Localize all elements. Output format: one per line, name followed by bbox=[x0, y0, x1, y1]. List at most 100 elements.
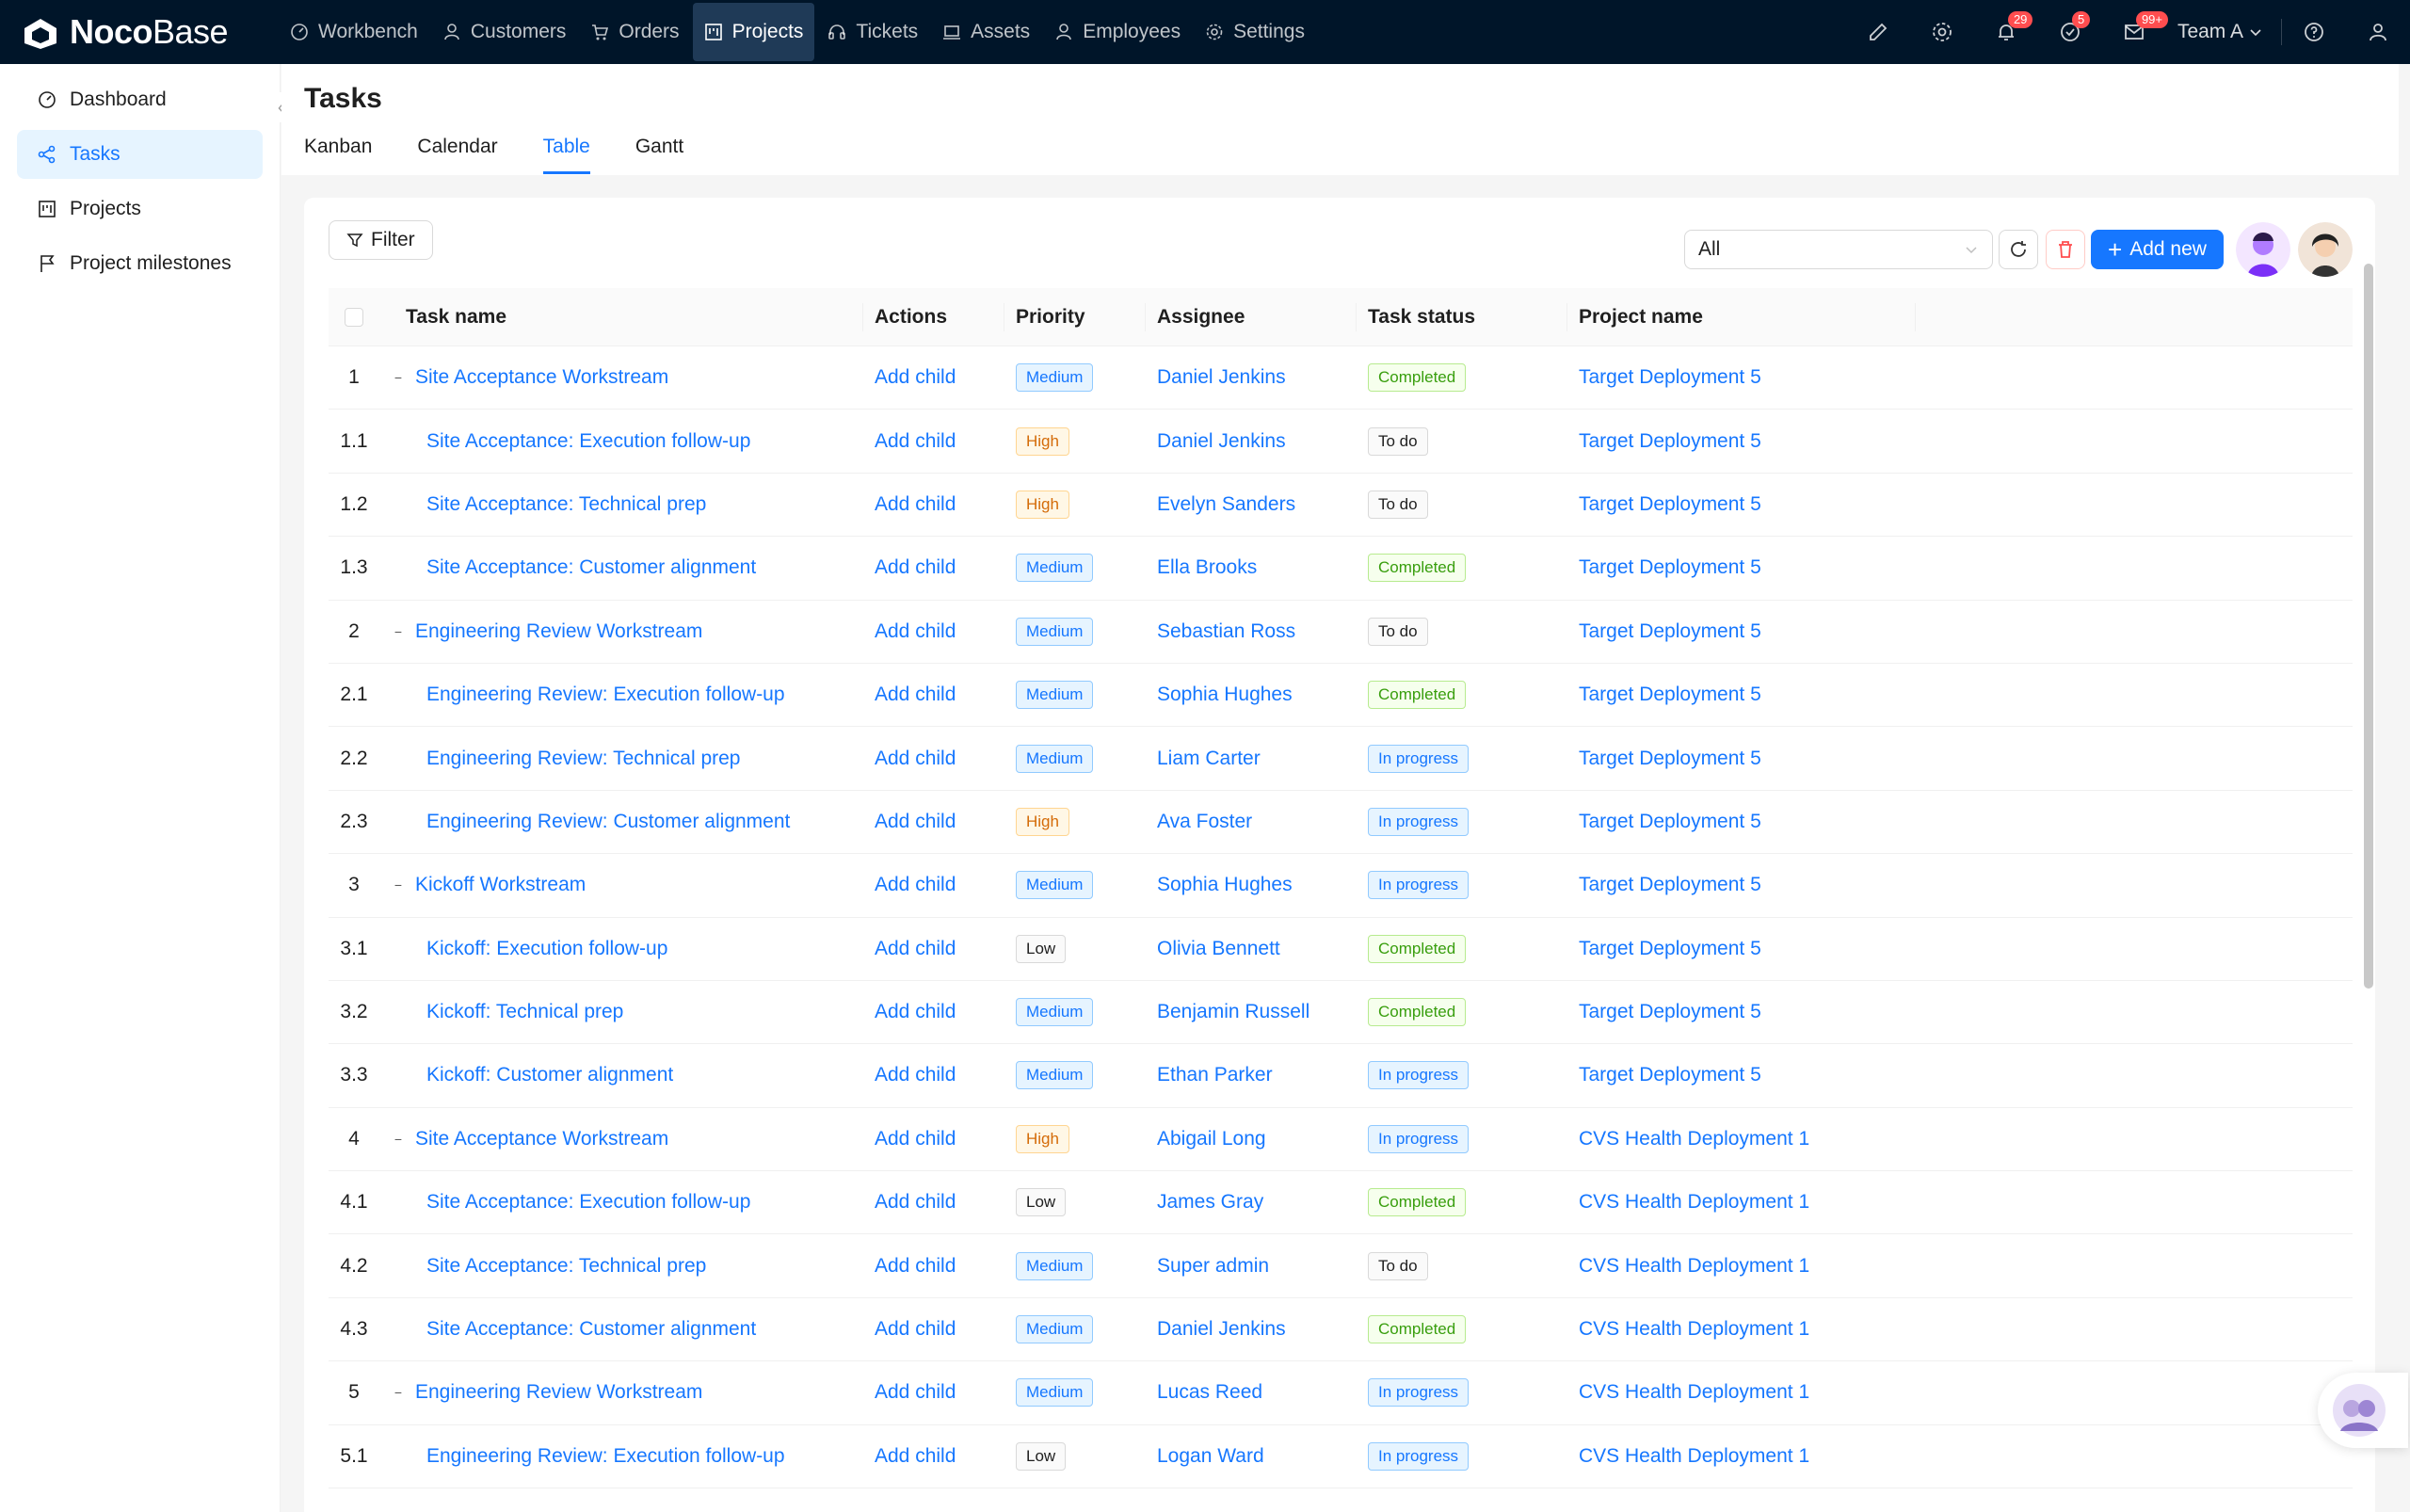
project-link[interactable]: CVS Health Deployment 1 bbox=[1579, 1254, 1810, 1277]
assignee-link[interactable]: Daniel Jenkins bbox=[1157, 366, 1286, 389]
sidebar-item-tasks[interactable]: Tasks bbox=[17, 130, 263, 179]
add-child-link[interactable]: Add child bbox=[875, 747, 956, 769]
project-link[interactable]: CVS Health Deployment 1 bbox=[1579, 1127, 1810, 1150]
task-name-link[interactable]: Kickoff Workstream bbox=[415, 874, 586, 896]
nav-assets[interactable]: Assets bbox=[931, 3, 1041, 61]
table-row[interactable]: 4 − Site Acceptance Workstream Add child Hig… bbox=[329, 1108, 2353, 1172]
delete-button[interactable] bbox=[2046, 230, 2085, 269]
task-name-link[interactable]: Site Acceptance Workstream bbox=[415, 1127, 669, 1150]
nav-orders[interactable]: Orders bbox=[579, 3, 690, 61]
scope-select[interactable]: All bbox=[1684, 230, 1993, 269]
project-link[interactable]: Target Deployment 5 bbox=[1579, 1064, 1761, 1086]
task-name-link[interactable]: Kickoff: Technical prep bbox=[426, 1001, 624, 1023]
add-child-link[interactable]: Add child bbox=[875, 619, 956, 642]
nav-employees[interactable]: Employees bbox=[1043, 3, 1192, 61]
notifications-button[interactable]: 29 bbox=[1974, 0, 2038, 64]
table-row[interactable]: 2.1 Engineering Review: Execution follow-… bbox=[329, 664, 2353, 728]
task-name-link[interactable]: Site Acceptance: Technical prep bbox=[426, 1254, 707, 1277]
project-link[interactable]: Target Deployment 5 bbox=[1579, 810, 1761, 832]
refresh-button[interactable] bbox=[1999, 230, 2038, 269]
nav-tickets[interactable]: Tickets bbox=[816, 3, 929, 61]
table-row[interactable]: 3.3 Kickoff: Customer alignment Add child M… bbox=[329, 1044, 2353, 1108]
task-name-link[interactable]: Site Acceptance: Customer alignment bbox=[426, 1318, 757, 1341]
sidebar-item-project-milestones[interactable]: Project milestones bbox=[17, 239, 263, 288]
theme-editor-button[interactable] bbox=[1846, 0, 1910, 64]
ai-assistant-button[interactable] bbox=[2318, 1373, 2408, 1448]
task-name-link[interactable]: Kickoff: Customer alignment bbox=[426, 1064, 674, 1086]
scrollbar[interactable] bbox=[2364, 264, 2373, 989]
nav-projects[interactable]: Projects bbox=[692, 3, 815, 61]
task-name-link[interactable]: Engineering Review: Execution follow-up bbox=[426, 684, 785, 706]
task-name-link[interactable]: Site Acceptance Workstream bbox=[415, 366, 669, 389]
avatar[interactable] bbox=[2236, 222, 2290, 277]
project-link[interactable]: Target Deployment 5 bbox=[1579, 874, 1761, 896]
header-project-name[interactable]: Project name bbox=[1567, 302, 1916, 331]
assignee-link[interactable]: Evelyn Sanders bbox=[1157, 492, 1296, 515]
team-selector[interactable]: Team A bbox=[2166, 21, 2281, 43]
table-row[interactable]: 3.1 Kickoff: Execution follow-up Add child… bbox=[329, 918, 2353, 981]
add-child-link[interactable]: Add child bbox=[875, 1444, 956, 1467]
assignee-link[interactable]: Sophia Hughes bbox=[1157, 874, 1293, 896]
tab-table[interactable]: Table bbox=[542, 136, 590, 174]
messages-button[interactable]: 99+ bbox=[2102, 0, 2169, 64]
table-row[interactable]: 4.2 Site Acceptance: Technical prep Add ch… bbox=[329, 1234, 2353, 1298]
task-name-link[interactable]: Engineering Review: Technical prep bbox=[426, 747, 741, 769]
task-name-link[interactable]: Engineering Review: Customer alignment bbox=[426, 810, 791, 832]
header-task-name[interactable]: Task name bbox=[379, 302, 863, 331]
collapse-icon[interactable]: − bbox=[394, 623, 403, 639]
table-row[interactable]: 4.1 Site Acceptance: Execution follow-up A… bbox=[329, 1171, 2353, 1235]
settings-button[interactable] bbox=[1910, 0, 1974, 64]
project-link[interactable]: Target Deployment 5 bbox=[1579, 747, 1761, 769]
project-link[interactable]: Target Deployment 5 bbox=[1579, 937, 1761, 959]
add-child-link[interactable]: Add child bbox=[875, 1127, 956, 1150]
project-link[interactable]: Target Deployment 5 bbox=[1579, 429, 1761, 452]
avatar[interactable] bbox=[2298, 222, 2353, 277]
add-new-button[interactable]: + Add new bbox=[2091, 230, 2224, 269]
table-row[interactable]: 5 − Engineering Review Workstream Add child… bbox=[329, 1361, 2353, 1425]
add-child-link[interactable]: Add child bbox=[875, 556, 956, 579]
table-row[interactable]: 4.3 Site Acceptance: Customer alignment Ad… bbox=[329, 1298, 2353, 1362]
add-child-link[interactable]: Add child bbox=[875, 1191, 956, 1214]
table-row[interactable]: 2 − Engineering Review Workstream Add child… bbox=[329, 601, 2353, 664]
assignee-link[interactable]: Ava Foster bbox=[1157, 810, 1253, 832]
add-child-link[interactable]: Add child bbox=[875, 1318, 956, 1341]
task-name-link[interactable]: Site Acceptance: Technical prep bbox=[426, 492, 707, 515]
assignee-link[interactable]: Liam Carter bbox=[1157, 747, 1261, 769]
add-child-link[interactable]: Add child bbox=[875, 1254, 956, 1277]
nav-customers[interactable]: Customers bbox=[431, 3, 578, 61]
collapse-icon[interactable]: − bbox=[394, 370, 403, 386]
add-child-link[interactable]: Add child bbox=[875, 937, 956, 959]
table-row[interactable]: 1 − Site Acceptance Workstream Add child Med… bbox=[329, 346, 2353, 410]
header-priority[interactable]: Priority bbox=[1004, 302, 1146, 331]
project-link[interactable]: Target Deployment 5 bbox=[1579, 366, 1761, 389]
assignee-link[interactable]: Benjamin Russell bbox=[1157, 1001, 1310, 1023]
nav-settings[interactable]: Settings bbox=[1194, 3, 1316, 61]
table-row[interactable]: 5.1 Engineering Review: Execution follow-… bbox=[329, 1425, 2353, 1489]
project-link[interactable]: CVS Health Deployment 1 bbox=[1579, 1381, 1810, 1404]
table-row[interactable]: 1.1 Site Acceptance: Execution follow-up A… bbox=[329, 410, 2353, 474]
assignee-link[interactable]: Daniel Jenkins bbox=[1157, 1318, 1286, 1341]
nav-workbench[interactable]: Workbench bbox=[279, 3, 429, 61]
add-child-link[interactable]: Add child bbox=[875, 810, 956, 832]
assignee-link[interactable]: Olivia Bennett bbox=[1157, 937, 1280, 959]
table-row[interactable]: 1.3 Site Acceptance: Customer alignment Ad… bbox=[329, 537, 2353, 601]
add-child-link[interactable]: Add child bbox=[875, 684, 956, 706]
task-name-link[interactable]: Site Acceptance: Execution follow-up bbox=[426, 1191, 751, 1214]
task-name-link[interactable]: Site Acceptance: Execution follow-up bbox=[426, 429, 751, 452]
collapse-icon[interactable]: − bbox=[394, 1385, 403, 1401]
assignee-link[interactable]: Logan Ward bbox=[1157, 1444, 1264, 1467]
add-child-link[interactable]: Add child bbox=[875, 429, 956, 452]
add-child-link[interactable]: Add child bbox=[875, 1001, 956, 1023]
tab-gantt[interactable]: Gantt bbox=[635, 136, 684, 157]
task-name-link[interactable]: Engineering Review Workstream bbox=[415, 619, 703, 642]
app-logo[interactable]: NocoBase bbox=[0, 0, 279, 64]
table-row[interactable]: 2.2 Engineering Review: Technical prep Add… bbox=[329, 727, 2353, 791]
assignee-link[interactable]: Super admin bbox=[1157, 1254, 1270, 1277]
project-link[interactable]: CVS Health Deployment 1 bbox=[1579, 1318, 1810, 1341]
project-link[interactable]: CVS Health Deployment 1 bbox=[1579, 1444, 1810, 1467]
task-name-link[interactable]: Engineering Review: Execution follow-up bbox=[426, 1444, 785, 1467]
user-menu-button[interactable] bbox=[2346, 0, 2410, 64]
table-row[interactable]: 3 − Kickoff Workstream Add child Medium Sophi… bbox=[329, 854, 2353, 918]
assignee-link[interactable]: Daniel Jenkins bbox=[1157, 429, 1286, 452]
tab-kanban[interactable]: Kanban bbox=[304, 136, 373, 157]
